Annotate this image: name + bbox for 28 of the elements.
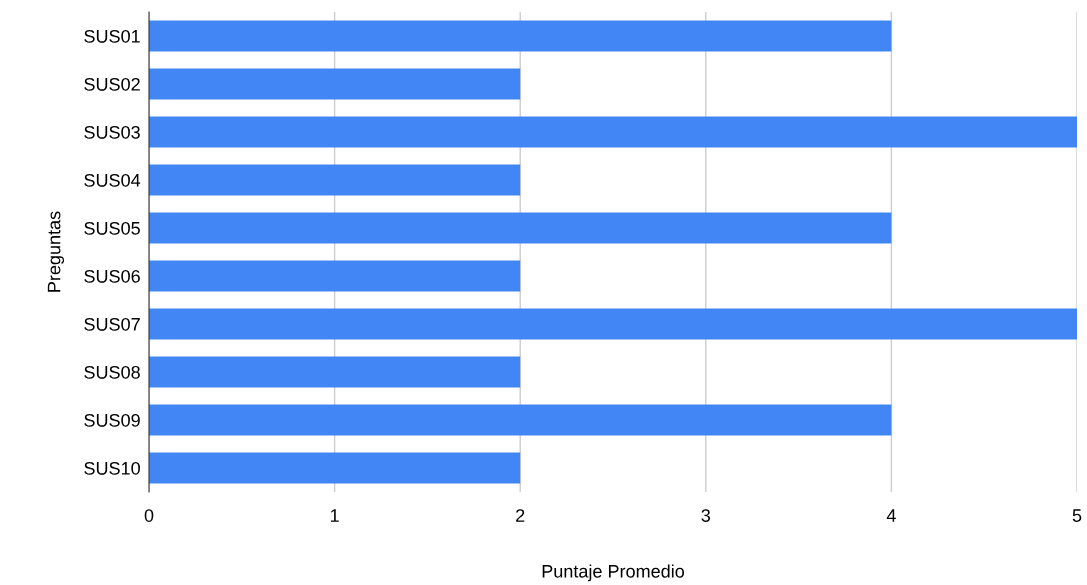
bar [149,20,892,52]
x-tick-label: 1 [330,509,339,522]
y-tick-label: SUS05 [84,221,140,235]
bar [149,260,521,292]
x-tick-label: 4 [886,509,896,522]
y-tick-label: SUS10 [84,461,140,475]
y-tick-label: SUS06 [84,269,140,283]
x-tick-label: 2 [516,509,525,522]
x-tick-label: 3 [701,509,711,522]
bar [149,116,1077,148]
y-axis-title: Preguntas [47,211,65,292]
bar [149,356,521,388]
bar [149,68,521,100]
x-tick-label: 0 [144,509,154,522]
y-tick-label: SUS01 [84,29,140,43]
bar [149,164,521,196]
bar [149,404,892,436]
bar [149,452,521,484]
y-tick-label: SUS07 [84,317,140,331]
bar [149,308,1077,340]
bar [149,212,892,244]
y-tick-label: SUS08 [84,365,140,379]
x-axis-title: Puntaje Promedio [542,564,685,582]
y-tick-label: SUS03 [84,125,140,139]
y-tick-label: SUS04 [84,173,141,187]
x-tick-label: 5 [1072,509,1082,522]
y-tick-label: SUS09 [84,413,140,427]
y-tick-label: SUS02 [84,77,140,91]
